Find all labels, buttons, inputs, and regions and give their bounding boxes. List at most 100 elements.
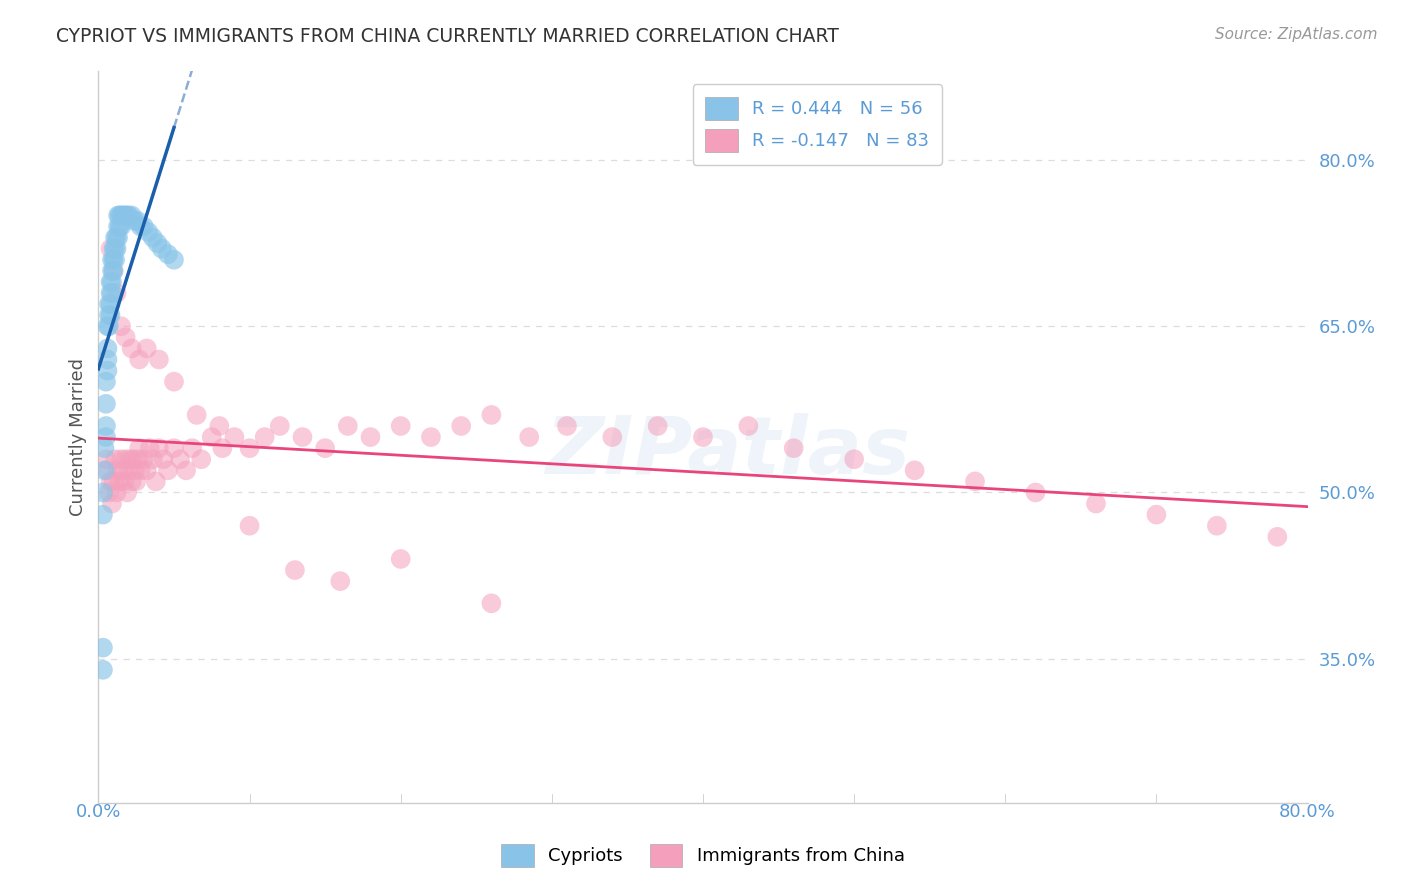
Point: [142, 452, 165, 467]
Point: [107, 463, 129, 477]
Text: CYPRIOT VS IMMIGRANTS FROM CHINA CURRENTLY MARRIED CORRELATION CHART: CYPRIOT VS IMMIGRANTS FROM CHINA CURRENT…: [56, 27, 839, 45]
Point: [389, 552, 412, 566]
Legend: Cypriots, Immigrants from China: Cypriots, Immigrants from China: [494, 837, 912, 874]
Point: [420, 430, 443, 444]
Point: [118, 463, 141, 477]
Point: [103, 252, 125, 267]
Point: [94, 452, 117, 467]
Point: [132, 219, 155, 234]
Point: [100, 297, 122, 311]
Point: [98, 297, 121, 311]
Point: [146, 236, 169, 251]
Point: [110, 219, 132, 234]
Point: [124, 214, 146, 228]
Point: [108, 219, 131, 234]
Point: [239, 518, 262, 533]
Point: [121, 209, 143, 223]
Point: [112, 209, 135, 223]
Point: [186, 408, 208, 422]
Point: [96, 463, 118, 477]
Point: [111, 209, 134, 223]
Point: [450, 419, 472, 434]
Point: [329, 574, 352, 589]
Point: [127, 214, 149, 228]
Legend: R = 0.444   N = 56, R = -0.147   N = 83: R = 0.444 N = 56, R = -0.147 N = 83: [693, 84, 942, 165]
Point: [94, 375, 117, 389]
Point: [124, 463, 146, 477]
Point: [115, 485, 138, 500]
Point: [555, 419, 578, 434]
Point: [104, 242, 127, 256]
Point: [128, 352, 150, 367]
Point: [148, 441, 170, 455]
Point: [101, 264, 124, 278]
Point: [107, 219, 129, 234]
Point: [121, 342, 143, 356]
Point: [1267, 530, 1289, 544]
Point: [145, 475, 167, 489]
Point: [190, 452, 212, 467]
Point: [135, 342, 157, 356]
Point: [96, 319, 118, 334]
Point: [844, 452, 866, 467]
Point: [122, 452, 145, 467]
Point: [112, 475, 135, 489]
Point: [103, 264, 125, 278]
Point: [132, 452, 155, 467]
Point: [103, 242, 125, 256]
Point: [100, 475, 122, 489]
Point: [107, 230, 129, 244]
Point: [110, 319, 132, 334]
Point: [103, 264, 125, 278]
Point: [163, 375, 186, 389]
Point: [101, 285, 124, 300]
Point: [91, 508, 114, 522]
Y-axis label: Currently Married: Currently Married: [69, 358, 87, 516]
Point: [104, 252, 127, 267]
Point: [96, 342, 118, 356]
Point: [481, 596, 503, 610]
Point: [101, 497, 124, 511]
Point: [105, 285, 128, 300]
Point: [93, 441, 115, 455]
Text: 0.0%: 0.0%: [76, 803, 121, 821]
Point: [105, 230, 128, 244]
Point: [389, 419, 412, 434]
Point: [208, 419, 231, 434]
Point: [737, 419, 759, 434]
Point: [136, 225, 159, 239]
Point: [110, 209, 132, 223]
Point: [105, 242, 128, 256]
Point: [1024, 485, 1046, 500]
Point: [115, 209, 138, 223]
Point: [253, 430, 276, 444]
Point: [127, 452, 149, 467]
Point: [150, 242, 173, 256]
Point: [104, 452, 127, 467]
Point: [647, 419, 669, 434]
Point: [98, 319, 121, 334]
Point: [121, 475, 143, 489]
Point: [100, 242, 122, 256]
Point: [98, 308, 121, 322]
Point: [163, 441, 186, 455]
Point: [94, 430, 117, 444]
Point: [336, 419, 359, 434]
Point: [904, 463, 927, 477]
Point: [108, 475, 131, 489]
Point: [174, 463, 197, 477]
Point: [94, 419, 117, 434]
Point: [111, 463, 134, 477]
Point: [142, 230, 165, 244]
Text: 80.0%: 80.0%: [1279, 803, 1336, 821]
Point: [291, 430, 314, 444]
Point: [517, 430, 540, 444]
Point: [163, 252, 186, 267]
Text: ZIPatlas: ZIPatlas: [544, 413, 910, 491]
Point: [100, 275, 122, 289]
Point: [101, 275, 124, 289]
Point: [93, 463, 115, 477]
Point: [224, 430, 246, 444]
Point: [129, 219, 152, 234]
Point: [98, 485, 121, 500]
